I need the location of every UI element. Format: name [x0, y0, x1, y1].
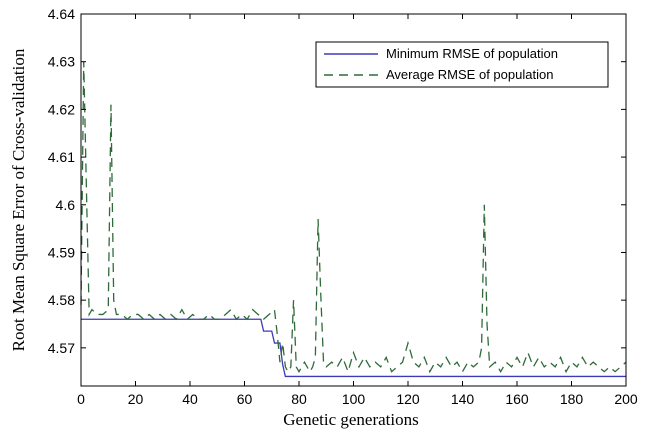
- y-tick-label: 4.6: [56, 197, 76, 213]
- legend-label-avg: Average RMSE of population: [386, 67, 553, 82]
- x-tick-label: 60: [237, 391, 253, 407]
- legend-box: [315, 41, 609, 88]
- x-tick-label: 100: [342, 391, 366, 407]
- series-line-1: [80, 61, 627, 374]
- y-tick-label: 4.61: [48, 149, 75, 165]
- y-axis-ticks: 4.57 4.58 4.59 4.6 4.61 4.62 4.63 4.64: [48, 6, 626, 356]
- y-tick-label: 4.57: [48, 340, 75, 356]
- y-tick-label: 4.58: [48, 292, 75, 308]
- y-tick-label: 4.59: [48, 244, 75, 260]
- x-tick-label: 200: [614, 391, 638, 407]
- x-tick-label: 160: [505, 391, 529, 407]
- x-axis-ticks: 0 20 40 60 80 100 120 140 160 180 200: [77, 14, 638, 407]
- x-tick-label: 80: [291, 391, 307, 407]
- x-axis-title: Genetic generations: [283, 410, 418, 429]
- x-tick-label: 140: [451, 391, 475, 407]
- y-tick-label: 4.63: [48, 54, 75, 70]
- y-tick-label: 4.64: [48, 6, 75, 22]
- y-tick-label: 4.62: [48, 101, 75, 117]
- x-tick-label: 40: [182, 391, 198, 407]
- legend-label-min: Minimum RMSE of population: [386, 46, 558, 61]
- series-line-0: [81, 318, 626, 378]
- x-tick-label: 120: [396, 391, 420, 407]
- x-tick-label: 0: [77, 391, 85, 407]
- x-tick-label: 180: [560, 391, 584, 407]
- legend: Minimum RMSE of population Average RMSE …: [315, 41, 609, 88]
- x-tick-label: 20: [128, 391, 144, 407]
- y-axis-title: Root Mean Square Error of Cross-validati…: [9, 48, 28, 351]
